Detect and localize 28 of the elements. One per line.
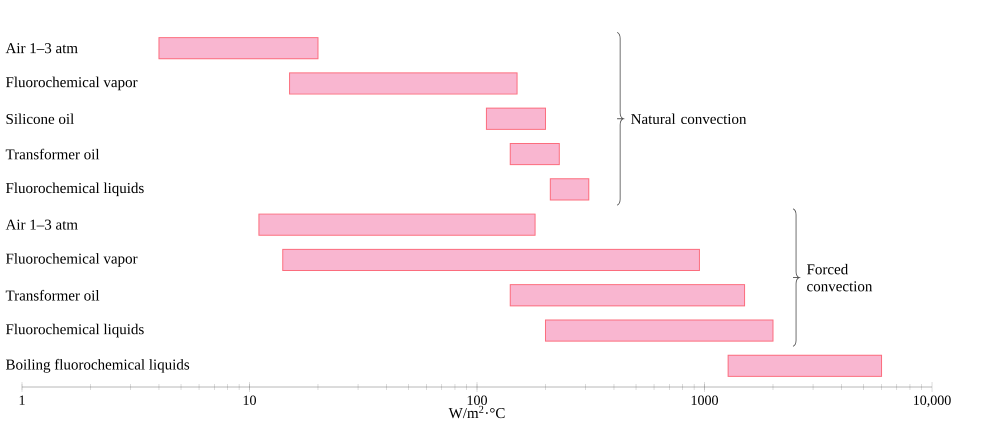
y-tick-label: Air 1–3 atm [6, 220, 78, 230]
y-tick-label: Silicone oil [6, 113, 74, 124]
y-tick-label: Fluorochemical vapor [6, 253, 138, 267]
y-tick-label: Transformer oil [6, 148, 100, 160]
bar [728, 354, 882, 377]
y-tick-label: Fluorochemical liquids [6, 182, 144, 196]
x-axis-title: W/m$^{2}$·°C [448, 406, 505, 418]
y-tick-label: Fluorochemical vapor [6, 76, 138, 90]
y-tick-label: Air 1–3 atm [6, 43, 78, 54]
annotation: Forced convection [807, 264, 872, 292]
x-tick-label: 10 [244, 396, 256, 405]
bar [282, 248, 700, 272]
bar [258, 214, 536, 236]
annotation: Natural convection [631, 113, 746, 124]
bar [510, 284, 746, 306]
bar [510, 142, 560, 166]
y-tick-label: Boiling fluorochemical liquids [6, 358, 190, 373]
bar [158, 37, 318, 60]
bar [544, 319, 774, 342]
y-tick-label: Transformer oil [6, 290, 100, 301]
x-tick-label: 100 [468, 396, 487, 405]
bar [289, 72, 518, 95]
y-tick-label: Fluorochemical liquids [6, 324, 144, 338]
x-tick-label: 10,000 [914, 396, 951, 407]
bar [550, 178, 590, 200]
x-tick-label: 1000 [692, 396, 718, 405]
x-tick-label: 1 [20, 396, 25, 405]
bar [486, 108, 546, 130]
